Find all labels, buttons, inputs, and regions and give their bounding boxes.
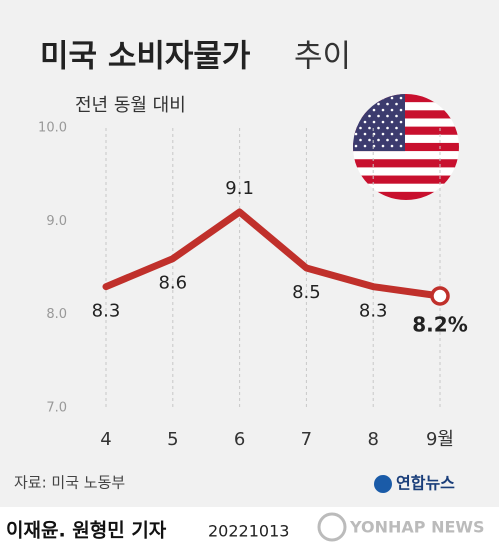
chart-title-suffix: 추이	[294, 39, 351, 75]
flag-star	[372, 108, 376, 112]
flag-star	[377, 114, 380, 118]
flag-star	[377, 102, 380, 106]
flag-star	[390, 108, 394, 112]
x-tick-label: 8	[367, 429, 378, 450]
flag-star	[372, 120, 376, 124]
flag-stripe	[353, 134, 459, 144]
background	[0, 0, 499, 507]
flag-star	[359, 138, 362, 142]
flag-star	[377, 138, 380, 142]
flag-stripe	[353, 191, 459, 200]
flag-star	[368, 126, 371, 130]
flag-stripe	[353, 110, 459, 119]
x-tick-label: 6	[234, 429, 245, 450]
flag-stripe	[353, 102, 459, 111]
data-label: 8.6	[158, 273, 187, 294]
logo: 연합뉴스	[374, 474, 455, 493]
end-marker	[430, 286, 450, 306]
flag-star	[395, 126, 398, 130]
footer-background	[0, 507, 499, 557]
logo-text: 연합뉴스	[396, 474, 455, 493]
flag-star	[386, 102, 389, 106]
flag-star	[354, 144, 358, 148]
flag-star	[359, 126, 362, 130]
flag-star	[399, 108, 403, 112]
data-label: 9.1	[225, 178, 254, 199]
flag-stripe	[353, 126, 459, 136]
flag-star	[354, 132, 358, 136]
flag-star	[390, 132, 394, 136]
flag-stripe	[353, 175, 459, 185]
flag-star	[381, 108, 385, 112]
flag-star	[395, 138, 398, 142]
flag-star	[386, 114, 389, 118]
flag-star	[381, 144, 385, 148]
flag-star	[368, 114, 371, 118]
flag-star	[381, 132, 385, 136]
us-flag	[353, 94, 459, 200]
date: 20221013	[208, 522, 289, 541]
flag-star	[399, 132, 403, 136]
flag-star	[386, 126, 389, 130]
flag-star	[399, 96, 403, 100]
flag-star	[386, 138, 389, 142]
y-tick-label: 9.0	[46, 214, 67, 229]
source: 자료: 미국 노동부	[14, 474, 125, 492]
flag-stripe	[353, 118, 459, 128]
flag-stripe	[353, 94, 459, 103]
flag-star	[363, 120, 367, 124]
watermark: YONHAP NEWS	[349, 518, 485, 537]
x-tick-label: 7	[301, 429, 312, 450]
subtitle: 전년 동월 대비	[75, 95, 186, 116]
flag-stripe	[353, 159, 459, 168]
x-tick-label: 4	[100, 429, 111, 450]
line	[102, 208, 444, 300]
flag-star	[377, 126, 380, 130]
flag-stripe	[353, 151, 459, 160]
data-label: 8.3	[359, 301, 388, 322]
y-tick-label: 8.0	[46, 307, 67, 322]
flag-star	[381, 120, 385, 124]
flag-star	[390, 96, 394, 100]
x-tick-label: 9월	[426, 429, 454, 450]
flag-star	[395, 102, 398, 106]
x-tick-label: 5	[167, 429, 178, 450]
flag-star	[395, 114, 398, 118]
data-label: 8.3	[92, 301, 121, 322]
flag-star	[363, 144, 367, 148]
watermark-icon	[317, 512, 347, 542]
y-tick-label: 10.0	[38, 121, 67, 136]
flag-stripe	[353, 183, 459, 193]
flag-star	[363, 132, 367, 136]
data-label: 8.5	[292, 282, 321, 303]
flag-star	[368, 138, 371, 142]
credit: 이재윤. 원형민 기자	[6, 520, 167, 542]
y-tick-label: 7.0	[46, 401, 67, 416]
flag-stripe	[353, 142, 459, 152]
flag-star	[399, 120, 403, 124]
data-label: 8.2%	[412, 313, 467, 337]
flag-stripe	[353, 167, 459, 177]
chart-title: 미국 소비자물가	[40, 39, 251, 75]
flag-star	[390, 144, 394, 148]
flag-star	[399, 144, 403, 148]
flag-star	[390, 120, 394, 124]
